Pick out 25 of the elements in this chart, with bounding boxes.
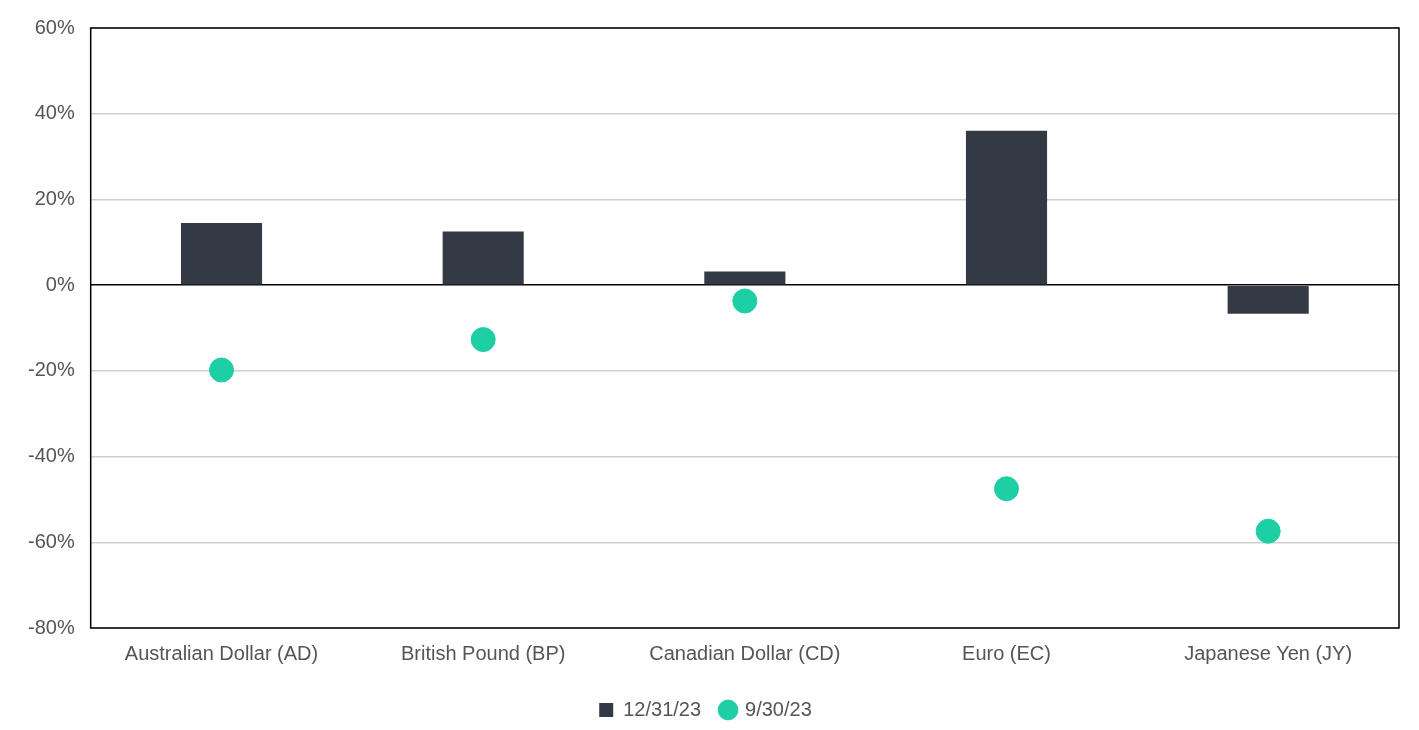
x-tick-label: Euro (EC) xyxy=(962,641,1051,664)
y-tick-label: 60% xyxy=(34,15,75,38)
y-tick-label: 20% xyxy=(34,186,75,209)
y-tick-label: -20% xyxy=(27,358,75,381)
point xyxy=(994,476,1020,502)
bar xyxy=(180,223,263,285)
y-tick-label: -80% xyxy=(27,615,75,638)
point xyxy=(1255,518,1281,544)
legend-label: 12/31/23 xyxy=(623,697,702,720)
x-tick-label: Japanese Yen (JY) xyxy=(1184,641,1353,664)
bar xyxy=(965,130,1048,285)
point xyxy=(209,357,235,383)
bar xyxy=(442,231,524,285)
y-tick-label: -60% xyxy=(27,529,75,552)
y-tick-label: -40% xyxy=(27,444,75,467)
y-tick-label: 0% xyxy=(45,272,75,295)
point xyxy=(732,288,758,314)
x-tick-label: Australian Dollar (AD) xyxy=(124,641,319,664)
x-tick-label: British Pound (BP) xyxy=(400,641,566,664)
bar xyxy=(1227,285,1309,314)
point xyxy=(470,327,496,353)
y-tick-label: 40% xyxy=(34,101,75,124)
x-tick-label: Canadian Dollar (CD) xyxy=(649,641,841,664)
legend-label: 9/30/23 xyxy=(745,697,812,720)
bar xyxy=(704,271,786,285)
